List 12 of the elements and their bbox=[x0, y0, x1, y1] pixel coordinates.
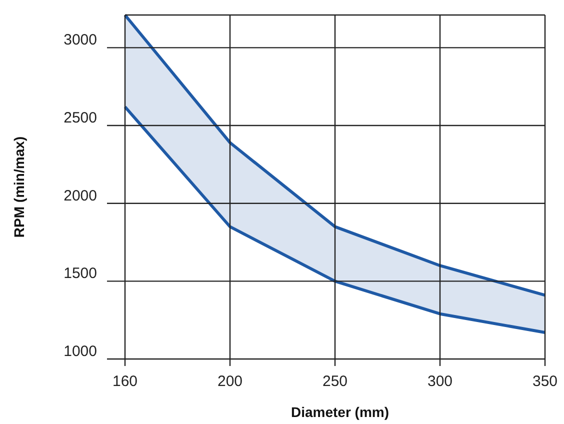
x-tick-label: 200 bbox=[217, 373, 243, 390]
y-axis-title: RPM (min/max) bbox=[11, 136, 27, 238]
x-tick-label: 250 bbox=[322, 373, 348, 390]
y-tick-label: 2500 bbox=[64, 110, 97, 127]
x-axis-title: Diameter (mm) bbox=[290, 404, 390, 420]
y-tick-label: 2000 bbox=[64, 187, 97, 204]
x-tick-label: 160 bbox=[112, 373, 138, 390]
y-tick-label: 1000 bbox=[64, 343, 97, 360]
x-tick-label: 350 bbox=[532, 373, 558, 390]
y-tick-label: 1500 bbox=[64, 265, 97, 282]
x-tick-label: 300 bbox=[427, 373, 453, 390]
y-tick-label: 3000 bbox=[64, 32, 97, 49]
